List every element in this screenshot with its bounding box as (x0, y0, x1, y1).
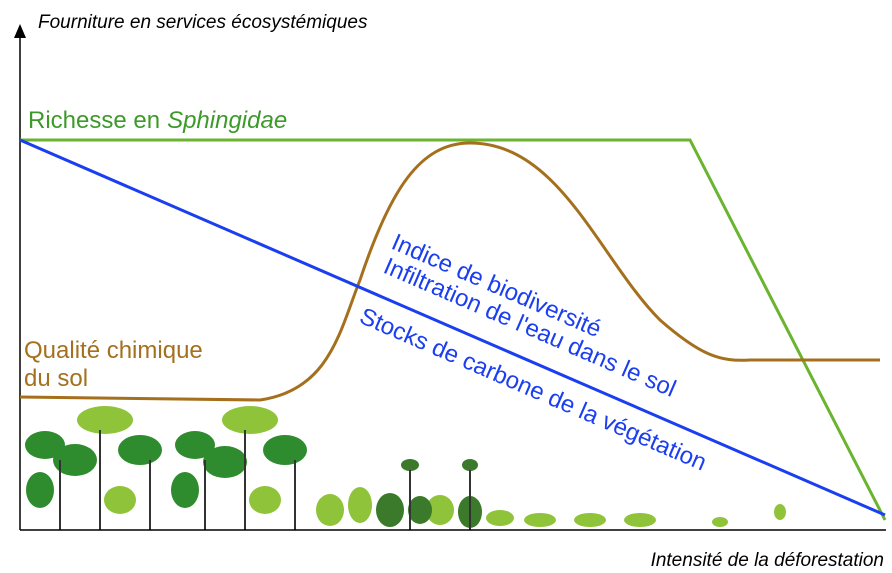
sphingidae-label: Richesse en Sphingidae (28, 107, 287, 134)
sphingidae-curve (20, 138, 887, 521)
soil-label: Qualité chimique (24, 337, 203, 364)
soil-label: du sol (24, 365, 88, 392)
y-axis-label: Fourniture en services écosystémiques (38, 12, 368, 33)
soil-curve (19, 141, 880, 402)
label-italic: Sphingidae (167, 107, 287, 134)
label: Richesse en (28, 107, 160, 134)
blue-curve (19, 138, 886, 517)
vegetation (25, 406, 786, 530)
y-arrow (14, 24, 26, 38)
x-axis-label: Intensité de la déforestation (651, 550, 884, 571)
